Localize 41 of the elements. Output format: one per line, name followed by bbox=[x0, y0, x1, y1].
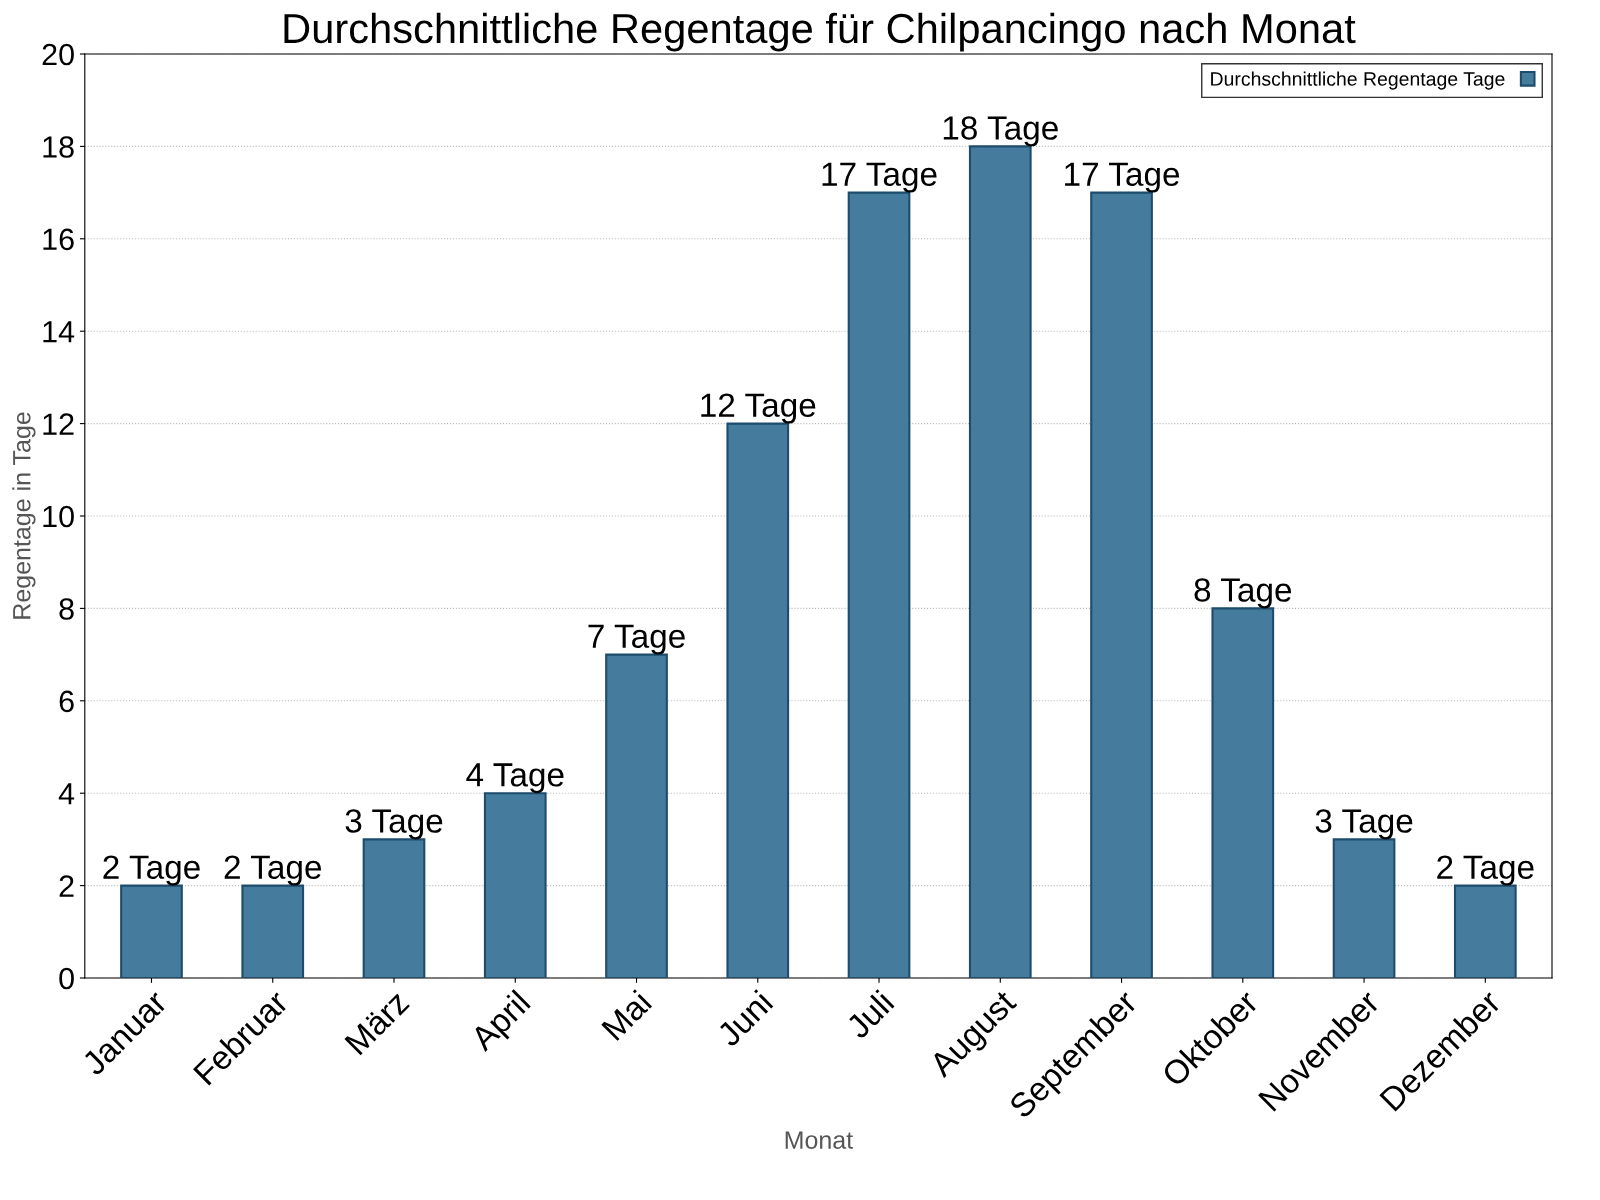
bar bbox=[726, 422, 790, 978]
y-tick-label: 4 bbox=[58, 783, 75, 805]
y-tick-label: 20 bbox=[42, 43, 74, 66]
y-tick-label: 8 bbox=[59, 598, 74, 620]
bar bbox=[605, 653, 668, 978]
y-axis-title: Regentage in Tage bbox=[12, 412, 36, 619]
data-label: 17 Tage bbox=[822, 162, 937, 193]
data-label: 7 Tage bbox=[588, 624, 685, 655]
y-tick-label: 0 bbox=[59, 967, 74, 990]
y-tick-label: 2 bbox=[59, 875, 74, 897]
y-tick-label: 10 bbox=[43, 505, 74, 528]
legend-label: Durchschnittliche Regentage Tage bbox=[1211, 71, 1505, 90]
chart-title: Durchschnittliche Regentage für Chilpancingo nach Monat bbox=[284, 12, 1356, 52]
data-label: 2 Tage bbox=[224, 855, 322, 886]
bar bbox=[1090, 191, 1153, 978]
data-label: 2 Tage bbox=[103, 855, 200, 886]
data-label: 2 Tage bbox=[1437, 855, 1534, 886]
y-tick-label: 12 bbox=[43, 413, 74, 435]
data-label: 3 Tage bbox=[1315, 809, 1413, 840]
bar bbox=[483, 792, 547, 978]
bar bbox=[1332, 838, 1396, 978]
data-label: 3 Tage bbox=[345, 809, 443, 840]
y-tick-label: 18 bbox=[43, 136, 74, 158]
data-label: 18 Tage bbox=[943, 116, 1058, 147]
bar bbox=[968, 145, 1032, 978]
bar bbox=[1453, 884, 1517, 978]
y-tick-label: 6 bbox=[59, 690, 74, 713]
bar bbox=[847, 191, 911, 978]
data-label: 17 Tage bbox=[1065, 162, 1180, 193]
x-tick-label: Juli bbox=[844, 989, 895, 1041]
data-label: 4 Tage bbox=[466, 763, 564, 794]
data-label: 12 Tage bbox=[701, 393, 816, 424]
bar bbox=[1211, 607, 1275, 978]
y-tick-label: 16 bbox=[43, 228, 74, 251]
y-tick-label: 14 bbox=[43, 321, 75, 343]
bar bbox=[362, 838, 426, 978]
bar bbox=[120, 884, 183, 978]
bar bbox=[241, 884, 305, 978]
x-axis-title: Monat bbox=[785, 1131, 853, 1149]
x-tick-label: Mai bbox=[600, 989, 653, 1042]
data-label: 8 Tage bbox=[1194, 578, 1292, 609]
